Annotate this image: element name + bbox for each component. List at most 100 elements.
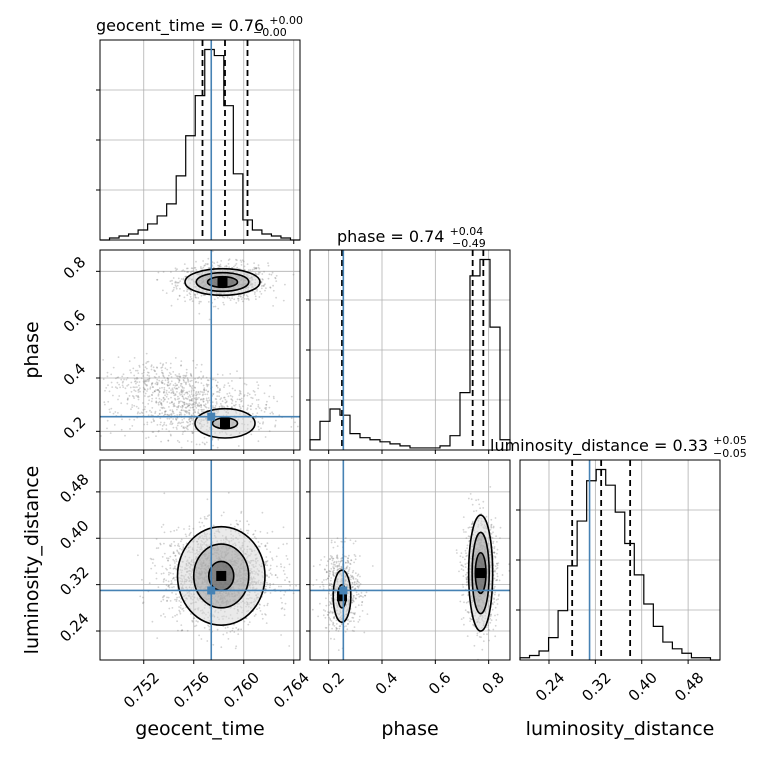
sample-point [188, 528, 191, 530]
sample-point [148, 375, 151, 377]
sample-point [112, 394, 114, 397]
sample-point [171, 290, 174, 293]
sample-point [243, 265, 246, 268]
sample-point [180, 421, 183, 424]
sample-point [193, 386, 196, 389]
sample-point [212, 266, 215, 269]
sample-point [192, 527, 195, 530]
sample-point [170, 392, 173, 394]
sample-point [228, 297, 231, 300]
sample-point [131, 406, 134, 408]
sample-point [496, 541, 498, 543]
sample-point [159, 423, 162, 426]
sample-point [108, 390, 111, 393]
sample-point [166, 568, 168, 571]
sample-point [195, 394, 198, 396]
sample-point [122, 386, 125, 388]
sample-point [156, 382, 159, 384]
sample-point [461, 594, 463, 596]
sample-point [170, 413, 173, 415]
sample-point [224, 401, 227, 404]
sample-point [231, 402, 233, 405]
sample-point [221, 374, 224, 376]
sample-point [166, 384, 169, 387]
sample-point [264, 562, 267, 565]
density-peak [220, 418, 230, 429]
sample-point [276, 565, 278, 568]
sample-point [237, 523, 240, 526]
sample-point [258, 428, 260, 431]
sample-point [181, 404, 184, 407]
title-luminosity-distance-minus: −0.05 [713, 447, 747, 460]
sample-point [294, 421, 296, 424]
sample-point [218, 266, 221, 268]
sample-point [283, 566, 286, 569]
sample-point [139, 387, 141, 389]
sample-point [182, 374, 185, 377]
sample-point [254, 267, 257, 269]
sample-point [179, 413, 181, 416]
sample-point [208, 625, 211, 628]
sample-point [237, 299, 240, 302]
sample-point [172, 277, 175, 279]
sample-point [144, 383, 147, 386]
sample-point [460, 564, 463, 567]
sample-point [174, 374, 177, 376]
sample-point [272, 395, 275, 398]
sample-point [163, 492, 166, 495]
sample-point [106, 419, 109, 422]
sample-point [191, 397, 194, 400]
sample-point [188, 534, 191, 537]
sample-point [195, 398, 198, 401]
sample-point [188, 418, 190, 421]
sample-point [223, 386, 225, 388]
sample-point [161, 382, 164, 384]
sample-point [262, 284, 264, 287]
sample-point [184, 391, 187, 394]
sample-point [170, 380, 173, 383]
sample-point [162, 374, 165, 377]
sample-point [181, 395, 184, 398]
sample-point [184, 410, 187, 413]
sample-point [137, 396, 140, 399]
sample-point [157, 389, 159, 391]
sample-point [159, 409, 161, 412]
sample-point [195, 392, 197, 395]
sample-point [159, 542, 162, 545]
sample-point [253, 266, 256, 269]
sample-point [255, 399, 258, 401]
sample-point [183, 263, 186, 265]
sample-point [142, 409, 145, 411]
sample-point [264, 436, 267, 438]
sample-point [219, 265, 222, 268]
sample-point [175, 529, 178, 531]
sample-point [172, 551, 175, 553]
sample-point [234, 389, 237, 392]
sample-point [237, 628, 240, 630]
sample-point [276, 576, 279, 579]
sample-point [144, 382, 146, 385]
sample-point [195, 397, 198, 399]
sample-point [284, 579, 286, 582]
sample-point [154, 370, 157, 373]
sample-point [185, 267, 188, 270]
sample-point [106, 427, 108, 430]
sample-point [190, 417, 193, 420]
sample-point [467, 611, 470, 614]
sample-point [142, 375, 145, 377]
sample-point [204, 263, 207, 265]
sample-point [216, 386, 219, 389]
sample-point [482, 507, 485, 509]
sample-point [490, 518, 493, 521]
sample-point [151, 431, 154, 433]
sample-point [189, 298, 191, 301]
sample-point [160, 404, 163, 406]
sample-point [201, 398, 204, 401]
sample-point [174, 267, 177, 270]
sample-point [106, 375, 109, 378]
sample-point [148, 582, 151, 584]
sample-point [222, 633, 225, 636]
sample-point [260, 285, 263, 287]
sample-point [216, 391, 218, 393]
sample-point [173, 529, 176, 532]
